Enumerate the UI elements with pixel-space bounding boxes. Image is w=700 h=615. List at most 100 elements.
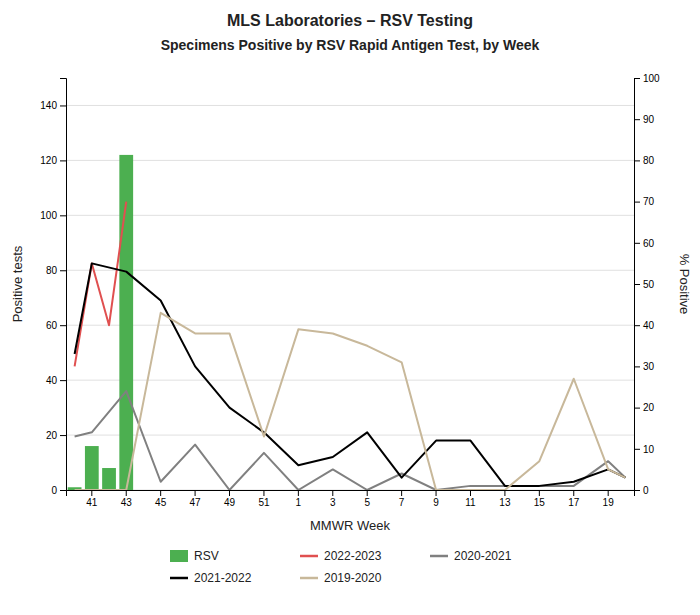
tick-mark [436,490,437,496]
tick: 40 [46,375,66,386]
tick-label: 30 [643,361,655,372]
grid-line [66,325,634,326]
tick: 43 [121,490,133,508]
line [75,202,127,367]
y-axis-title: Positive tests [10,245,25,322]
bar [85,446,99,490]
legend: RSV 2022-2023 2020-2021 2021-2022 2019-2020 [170,549,512,585]
tick: 20 [46,430,66,441]
y2-axis-title: % Positive [677,254,692,315]
tick-mark [634,160,640,161]
tick-mark [60,490,66,491]
tick-label: 13 [499,497,511,508]
tick-mark [298,490,299,496]
legend-label: 2019-2020 [324,571,382,585]
tick-mark [634,202,640,203]
tick: 19 [603,490,615,508]
tick-label: 1 [296,497,302,508]
tick-label: 100 [643,73,660,84]
chart: MLS Laboratories – RSV Testing Specimens … [0,0,700,615]
tick-label: 80 [46,265,58,276]
tick-mark [634,284,640,285]
tick-mark [634,449,640,450]
marks [68,155,626,490]
y2-axis: 0 10 20 30 40 50 60 70 80 90 100 [634,73,660,496]
axis-domain [67,491,635,497]
tick: 80 [634,155,655,166]
tick: 50 [634,279,655,290]
grid-line [66,435,634,436]
grid [66,105,634,490]
tick-label: 15 [534,497,546,508]
legend-label: 2021-2022 [194,571,252,585]
tick: 70 [634,196,655,207]
tick-label: 0 [643,485,649,496]
tick-label: 43 [121,497,133,508]
legend-item: 2019-2020 [300,571,382,585]
tick-mark [60,215,66,216]
tick-label: 9 [433,497,439,508]
tick-label: 60 [46,320,58,331]
tick-mark [126,490,127,496]
legend-label: 2020-2021 [454,549,512,563]
tick-label: 51 [258,497,270,508]
tick-label: 41 [86,497,98,508]
tick: 40 [634,320,655,331]
tick-mark [539,490,540,496]
tick: 7 [399,490,405,508]
grid-line [66,160,634,161]
tick-mark [60,105,66,106]
tick-label: 40 [46,375,58,386]
legend-item: 2022-2023 [300,549,382,563]
tick: 41 [86,490,98,508]
tick-label: 90 [643,114,655,125]
tick: 60 [46,320,66,331]
tick-mark [504,490,505,496]
line [75,313,626,490]
tick-label: 80 [643,155,655,166]
tick: 1 [296,490,302,508]
legend-item: RSV [170,549,219,563]
x-axis-title: MMWR Week [310,518,390,533]
tick: 17 [568,490,580,508]
tick-label: 50 [643,279,655,290]
legend-swatch [170,577,188,580]
plot: 4143454749511357911131517190204060801001… [10,73,692,533]
line [75,391,626,490]
tick-label: 17 [568,497,580,508]
tick: 15 [534,490,546,508]
tick-mark [634,366,640,367]
tick: 9 [433,490,439,508]
grid-line [66,105,634,106]
tick-mark [60,270,66,271]
tick: 30 [634,361,655,372]
tick-mark [91,490,92,496]
tick: 100 [634,73,660,84]
tick-mark [634,408,640,409]
tick-mark [634,243,640,244]
legend-label: RSV [194,549,219,563]
tick-label: 5 [364,497,370,508]
axis-domain [60,79,67,491]
legend-swatch [300,577,318,580]
title: MLS Laboratories – RSV Testing [227,12,473,29]
tick-mark [60,435,66,436]
tick-mark [573,490,574,496]
tick: 20 [634,402,655,413]
tick: 51 [258,490,270,508]
tick-mark [608,490,609,496]
tick: 60 [634,238,655,249]
tick: 10 [634,444,655,455]
tick: 5 [364,490,370,508]
axis-domain [635,79,641,491]
tick-mark [160,490,161,496]
tick-label: 7 [399,497,405,508]
tick: 80 [46,265,66,276]
tick: 100 [40,210,66,221]
subtitle: Specimens Positive by RSV Rapid Antigen … [161,37,540,53]
tick-label: 70 [643,196,655,207]
tick-label: 20 [46,430,58,441]
tick-mark [263,490,264,496]
tick: 140 [40,100,66,111]
grid-line [66,215,634,216]
